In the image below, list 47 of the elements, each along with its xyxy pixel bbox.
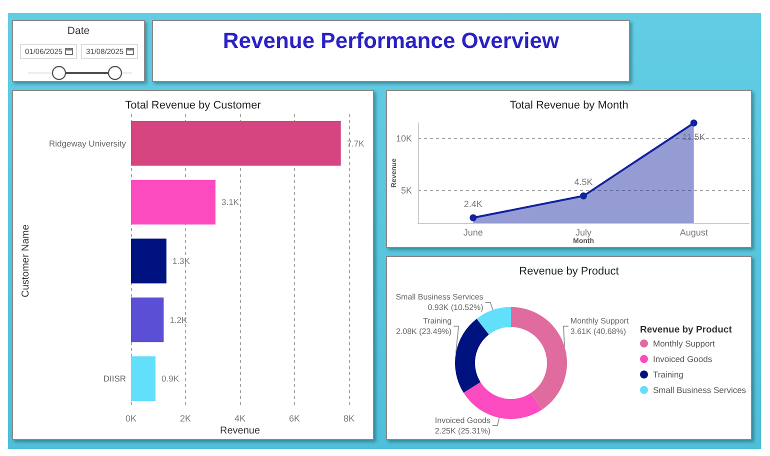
text: Date [66,25,91,37]
chart-title: Revenue by Product [519,266,619,278]
slice-label: Monthly Support [570,316,630,326]
x-tick-label: 0K [125,414,137,424]
data-label: 0.93K (10.52%) [428,303,484,312]
x-tick-label: 2K [180,414,192,424]
legend-label: Invoiced Goods [653,354,712,364]
legend-label: Small Business Services [653,385,746,395]
x-tick-label: July [575,228,592,238]
slice-label: Small Business Services [396,292,484,302]
data-label: 3.1K [221,197,240,208]
slice-label: Training [422,316,452,326]
data-label: 1.2K [170,314,188,325]
x-tick-label: 8K [343,414,355,424]
legend-label: Monthly Support [653,338,716,348]
bar [131,356,156,401]
legend-title: Revenue by Product [640,324,733,336]
text: Revenue Performance Overview [222,28,560,54]
data-label: 3.61K (40.68%) [570,327,626,336]
data-label: 2.08K (23.49%) [396,327,452,336]
bar [131,238,166,284]
bar [131,121,341,166]
data-label: 2.4K [464,198,482,209]
y-tick-label: Ridgeway University [49,138,127,148]
x-tick-label: August [680,228,708,238]
data-label: 0.9K [162,374,180,384]
bar [131,297,164,342]
data-label: 7.7K [346,138,365,148]
x-tick-label: June [463,228,483,238]
bar [131,180,216,225]
data-label: 1.3K [172,256,190,266]
x-tick-label: 4K [234,414,246,424]
point [690,120,698,126]
y-tick-label: 5K [400,186,412,196]
x-axis-title: Revenue [220,426,260,436]
legend-label: Training [653,370,684,380]
data-label: 2.25K (25.31%) [434,426,491,436]
x-tick-label: 6K [288,414,300,424]
y-tick-label: DIISR [103,374,126,384]
data-label: 4.5K [574,176,593,187]
chart-title: Total Revenue by Month [510,100,628,112]
slice-label: Invoiced Goods [434,416,490,425]
chart-title: Total Revenue by Customer [125,100,262,112]
y-axis-title: Customer Name [20,224,32,298]
point [580,192,587,200]
point [470,214,477,222]
y-tick-label: 10K [396,134,412,144]
